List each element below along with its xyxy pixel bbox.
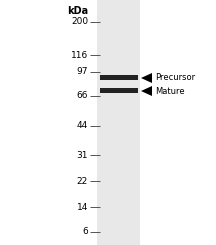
Text: 200: 200 (71, 17, 88, 26)
Bar (97, 0, 140, 245)
Bar (100, 75, 138, 81)
Text: kDa: kDa (67, 6, 88, 16)
Bar (100, 88, 138, 94)
Polygon shape (141, 73, 152, 83)
Text: Precursor: Precursor (155, 74, 195, 83)
Text: 6: 6 (82, 228, 88, 236)
Polygon shape (141, 86, 152, 96)
Text: Mature: Mature (155, 86, 185, 96)
Text: 44: 44 (77, 122, 88, 131)
Text: 31: 31 (76, 150, 88, 159)
Text: 97: 97 (76, 68, 88, 76)
Text: 66: 66 (76, 91, 88, 100)
Text: 14: 14 (77, 203, 88, 211)
Text: 116: 116 (71, 50, 88, 60)
Text: 22: 22 (77, 176, 88, 185)
